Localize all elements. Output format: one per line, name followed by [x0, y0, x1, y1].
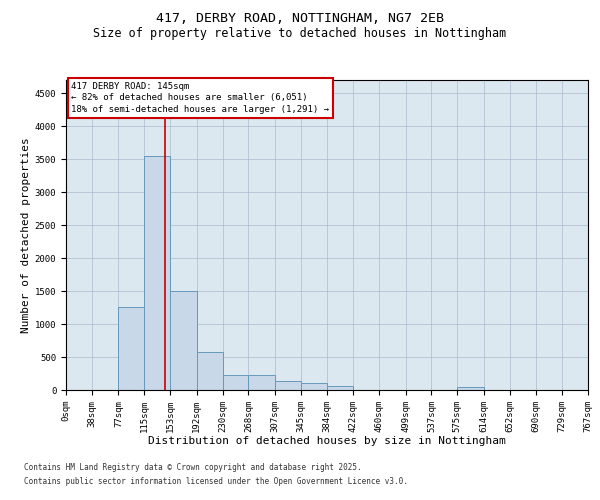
- Bar: [328, 386, 353, 390]
- Bar: [301, 384, 328, 390]
- Text: Contains public sector information licensed under the Open Government Licence v3: Contains public sector information licen…: [24, 477, 408, 486]
- Text: 417, DERBY ROAD, NOTTINGHAM, NG7 2EB: 417, DERBY ROAD, NOTTINGHAM, NG7 2EB: [156, 12, 444, 26]
- Bar: [170, 291, 197, 390]
- Bar: [197, 352, 223, 390]
- Text: 417 DERBY ROAD: 145sqm
← 82% of detached houses are smaller (6,051)
18% of semi-: 417 DERBY ROAD: 145sqm ← 82% of detached…: [71, 82, 329, 114]
- Bar: [275, 382, 301, 390]
- Y-axis label: Number of detached properties: Number of detached properties: [20, 137, 31, 333]
- Bar: [144, 156, 170, 390]
- Bar: [248, 375, 275, 390]
- X-axis label: Distribution of detached houses by size in Nottingham: Distribution of detached houses by size …: [148, 436, 506, 446]
- Bar: [223, 375, 248, 390]
- Text: Contains HM Land Registry data © Crown copyright and database right 2025.: Contains HM Land Registry data © Crown c…: [24, 464, 362, 472]
- Bar: [457, 386, 484, 390]
- Text: Size of property relative to detached houses in Nottingham: Size of property relative to detached ho…: [94, 28, 506, 40]
- Bar: [118, 307, 144, 390]
